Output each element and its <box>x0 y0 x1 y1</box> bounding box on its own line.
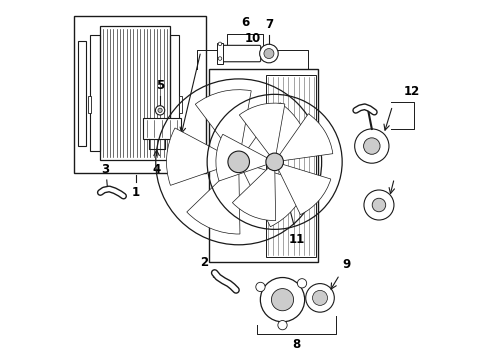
Circle shape <box>266 153 283 171</box>
Wedge shape <box>239 103 285 162</box>
Circle shape <box>228 151 249 173</box>
Wedge shape <box>196 90 251 162</box>
Text: 10: 10 <box>245 32 261 45</box>
Bar <box>179 96 182 113</box>
Wedge shape <box>239 103 310 162</box>
Bar <box>143 118 181 139</box>
Bar <box>88 96 91 113</box>
Text: 12: 12 <box>404 85 420 98</box>
Circle shape <box>218 42 222 46</box>
Text: 8: 8 <box>293 338 300 351</box>
Circle shape <box>260 278 305 322</box>
Text: 6: 6 <box>241 16 249 29</box>
Bar <box>100 26 170 160</box>
Circle shape <box>355 129 389 163</box>
Bar <box>266 75 316 257</box>
FancyBboxPatch shape <box>220 45 261 62</box>
Text: 5: 5 <box>156 80 164 93</box>
Circle shape <box>297 279 307 288</box>
Bar <box>78 41 86 146</box>
Wedge shape <box>216 134 275 181</box>
Circle shape <box>313 291 327 305</box>
Circle shape <box>256 282 265 292</box>
Wedge shape <box>239 162 308 227</box>
Text: 7: 7 <box>265 18 273 31</box>
Wedge shape <box>275 162 331 215</box>
Circle shape <box>218 57 222 60</box>
Text: 2: 2 <box>200 256 208 269</box>
Circle shape <box>158 108 162 112</box>
Circle shape <box>260 44 278 63</box>
Bar <box>90 35 100 152</box>
Text: 1: 1 <box>132 186 140 199</box>
Bar <box>209 69 318 262</box>
Bar <box>218 43 223 64</box>
Circle shape <box>264 49 274 59</box>
Circle shape <box>364 138 380 154</box>
Wedge shape <box>167 128 239 185</box>
Wedge shape <box>232 162 276 221</box>
Bar <box>74 16 206 173</box>
Text: 3: 3 <box>101 163 110 176</box>
Circle shape <box>372 198 386 212</box>
Circle shape <box>306 284 334 312</box>
Text: 9: 9 <box>342 258 350 271</box>
Bar <box>170 35 179 152</box>
Text: 4: 4 <box>152 163 161 176</box>
Circle shape <box>364 190 394 220</box>
Circle shape <box>155 106 165 115</box>
Text: 11: 11 <box>288 233 304 246</box>
Wedge shape <box>187 162 240 234</box>
Circle shape <box>271 289 294 311</box>
Circle shape <box>278 320 287 330</box>
Wedge shape <box>275 114 333 162</box>
